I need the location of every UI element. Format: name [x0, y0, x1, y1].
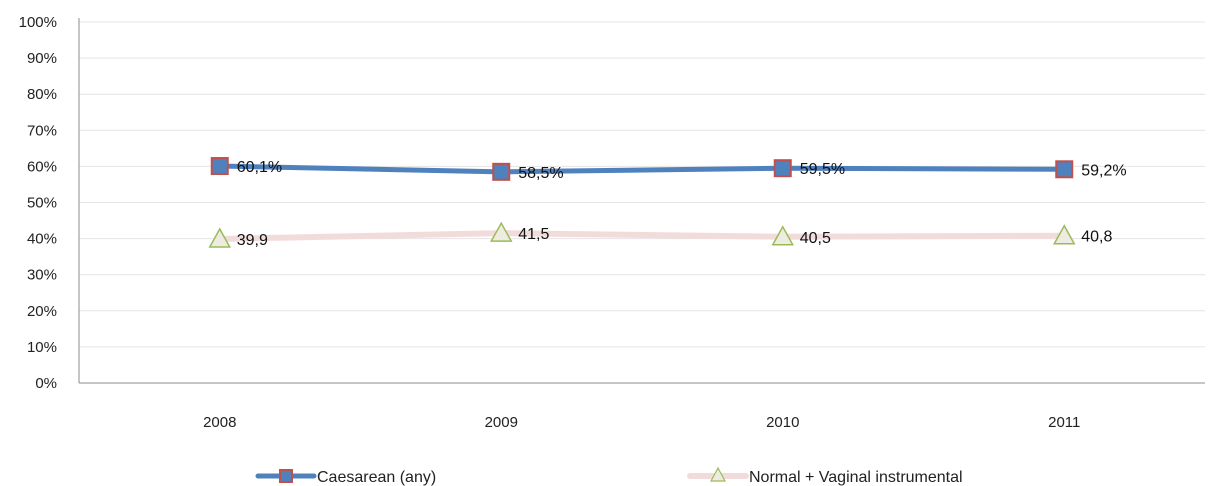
y-tick-label: 10%: [27, 339, 57, 356]
axes: [78, 18, 1205, 384]
data-label: 40,5: [800, 230, 831, 247]
data-point: [773, 159, 792, 178]
y-tick-label: 70%: [27, 122, 57, 139]
legend: Caesarean (any) Normal + Vaginal instrume…: [255, 466, 963, 486]
x-tick-label: 2008: [203, 414, 236, 431]
data-label: 39,9: [237, 232, 268, 249]
y-axis-ticks: 0% 10% 20% 30% 40% 50% 60% 70% 80% 90% 100%: [19, 14, 57, 392]
legend-label: Normal + Vaginal instrumental: [749, 469, 963, 486]
series-line: [217, 163, 1067, 175]
series-normal-vaginal: 39,9 41,5 40,5 40,8: [208, 221, 1112, 249]
y-tick-label: 40%: [27, 231, 57, 248]
y-tick-label: 90%: [27, 50, 57, 67]
legend-label: Caesarean (any): [317, 469, 436, 486]
y-tick-label: 100%: [19, 14, 57, 31]
y-tick-label: 20%: [27, 303, 57, 320]
data-point: [771, 225, 795, 246]
x-tick-label: 2010: [766, 414, 799, 431]
series-group: 39,9 41,5 40,5 40,8 60,1% 58,5% 59,5% 59,2%: [208, 157, 1127, 249]
y-tick-label: 60%: [27, 158, 57, 175]
x-tick-label: 2011: [1048, 414, 1080, 431]
y-tick-label: 30%: [27, 267, 57, 284]
y-tick-label: 80%: [27, 86, 57, 103]
series-caesarean: 60,1% 58,5% 59,5% 59,2%: [210, 157, 1127, 182]
data-point: [1055, 160, 1074, 179]
data-label: 40,8: [1081, 229, 1112, 246]
legend-marker: [709, 466, 727, 482]
legend-item: Caesarean (any): [255, 469, 436, 486]
data-label: 58,5%: [518, 165, 563, 182]
gridlines: [79, 21, 1205, 348]
data-point: [210, 157, 229, 176]
data-point: [208, 227, 232, 248]
y-tick-label: 0%: [35, 375, 57, 392]
data-label: 41,5: [518, 226, 549, 243]
x-axis-ticks: 2008 2009 2010 2011: [203, 414, 1080, 431]
data-label: 59,2%: [1081, 162, 1126, 179]
data-point: [492, 162, 511, 181]
data-point: [1052, 224, 1076, 245]
y-tick-label: 50%: [27, 195, 57, 212]
series-line: [216, 230, 1068, 242]
data-label: 60,1%: [237, 159, 282, 176]
data-label: 59,5%: [800, 161, 845, 178]
x-tick-label: 2009: [485, 414, 518, 431]
legend-item: Normal + Vaginal instrumental: [687, 466, 963, 486]
data-point: [489, 221, 513, 242]
legend-marker: [279, 469, 293, 483]
